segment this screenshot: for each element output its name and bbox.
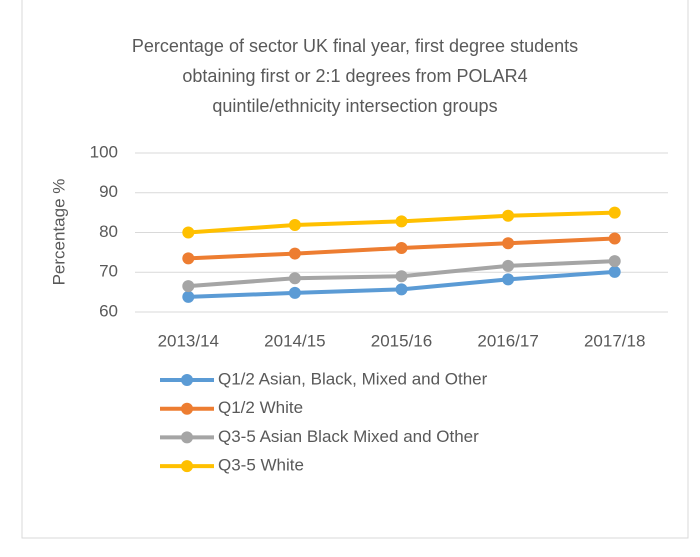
data-point xyxy=(182,252,195,265)
data-point xyxy=(288,247,301,260)
data-point xyxy=(182,290,195,303)
legend-marker xyxy=(181,402,193,415)
data-point xyxy=(288,286,301,299)
data-point xyxy=(608,265,621,278)
data-point xyxy=(182,280,195,293)
x-tick-label: 2015/16 xyxy=(371,331,432,350)
x-tick-label: 2014/15 xyxy=(264,331,325,350)
data-point xyxy=(288,272,301,285)
data-point xyxy=(395,270,408,283)
legend-label: Q3-5 White xyxy=(218,456,304,475)
y-tick-label: 80 xyxy=(99,222,118,241)
chart-title: quintile/ethnicity intersection groups xyxy=(212,96,497,116)
data-point xyxy=(608,232,621,245)
data-point xyxy=(395,242,408,255)
data-point xyxy=(395,215,408,228)
y-tick-label: 60 xyxy=(99,301,118,320)
x-tick-label: 2017/18 xyxy=(584,331,645,350)
chart-title: Percentage of sector UK final year, firs… xyxy=(132,36,578,56)
legend-marker xyxy=(181,374,193,386)
legend-label: Q3-5 Asian Black Mixed and Other xyxy=(218,427,479,446)
data-point xyxy=(502,209,515,222)
data-point xyxy=(288,218,301,231)
chart-title: obtaining first or 2:1 degrees from POLA… xyxy=(182,66,527,86)
x-tick-label: 2013/14 xyxy=(158,331,219,350)
legend-marker xyxy=(181,460,193,473)
data-point xyxy=(608,206,621,219)
data-point xyxy=(502,237,515,250)
legend-marker xyxy=(181,431,193,444)
y-tick-label: 90 xyxy=(99,182,118,201)
chart-border xyxy=(21,0,689,539)
data-point xyxy=(608,255,621,268)
legend-label: Q1/2 White xyxy=(218,398,303,417)
data-point xyxy=(182,226,195,239)
y-axis-label: Percentage % xyxy=(49,179,68,286)
data-point xyxy=(502,273,515,286)
y-tick-label: 100 xyxy=(90,142,118,161)
data-point xyxy=(502,259,515,272)
legend-label: Q1/2 Asian, Black, Mixed and Other xyxy=(218,369,488,388)
x-tick-label: 2016/17 xyxy=(477,331,538,350)
y-tick-label: 70 xyxy=(99,262,118,281)
data-point xyxy=(395,283,408,296)
